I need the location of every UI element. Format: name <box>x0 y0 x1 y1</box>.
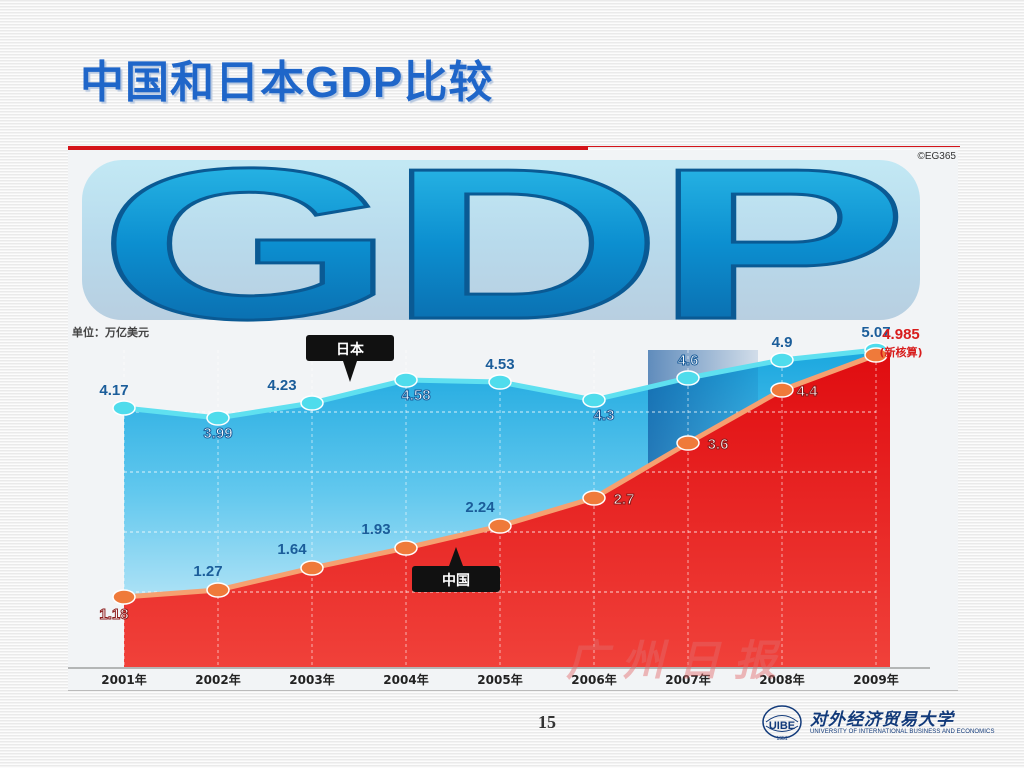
china-point <box>394 540 418 556</box>
x-tick-label: 2009年 <box>853 672 898 687</box>
china-value-label: 1.27 <box>193 563 222 580</box>
unit-label: 单位：万亿美元 <box>72 325 149 339</box>
x-tick-label: 2008年 <box>759 672 804 687</box>
china-legend-callout-box <box>412 566 500 592</box>
china-legend-callout: 中国 <box>442 572 470 589</box>
title-underline <box>68 146 588 150</box>
china-point <box>676 435 700 451</box>
japan-value-label: 4.53 <box>485 356 514 373</box>
uibe-emblem-year: 1951 <box>776 736 787 742</box>
japan-value-label: 5.07 <box>861 324 890 341</box>
china-point <box>488 518 512 534</box>
china-last-point-note: (新核算) <box>879 345 922 359</box>
japan-value-label: 4.6 <box>678 352 699 369</box>
gdp-banner: GDP <box>82 150 920 366</box>
slide-title: 中国和日本GDP比较 <box>80 58 494 107</box>
japan-point <box>676 370 700 386</box>
x-tick-label: 2007年 <box>665 672 710 687</box>
university-logo: UIBE 1951 对外经济贸易大学 UNIVERSITY OF INTERNA… <box>760 703 994 743</box>
x-tick-label: 2004年 <box>383 672 428 687</box>
x-tick-label: 2006年 <box>571 672 616 687</box>
japan-point <box>770 352 794 368</box>
china-point <box>300 560 324 576</box>
university-name-en: UNIVERSITY OF INTERNATIONAL BUSINESS AND… <box>810 729 995 735</box>
china-point <box>582 490 606 506</box>
x-tick-label: 2001年 <box>101 672 146 687</box>
china-point <box>770 382 794 398</box>
japan-point <box>112 400 136 416</box>
china-value-label: 1.93 <box>361 521 390 538</box>
japan-value-label: 4.58 <box>401 387 430 404</box>
china-value-label: 2.24 <box>465 499 495 516</box>
gdp-chart: GDP ©EG365 单位：万亿美元 4.17 3.99 4.23 4.58 4.53 4… <box>68 150 958 690</box>
china-value-label: 1.64 <box>277 541 307 558</box>
uibe-emblem-text: UIBE <box>769 720 795 732</box>
x-tick-label: 2005年 <box>477 672 522 687</box>
china-value-label: 4.4 <box>797 383 819 400</box>
china-value-label: 2.7 <box>614 491 635 508</box>
china-point <box>864 347 888 363</box>
uibe-emblem-icon: UIBE 1951 <box>762 705 802 742</box>
japan-value-label: 4.23 <box>267 377 296 394</box>
japan-value-label: 4.9 <box>772 334 793 351</box>
japan-legend-callout-pointer <box>343 361 357 382</box>
university-name-cn: 对外经济贸易大学 <box>810 710 954 730</box>
japan-legend-callout: 日本 <box>336 341 365 358</box>
japan-point <box>488 374 512 390</box>
copyright-text: ©EG365 <box>917 151 956 162</box>
japan-value-label: 4.17 <box>99 382 128 399</box>
china-area <box>124 353 890 667</box>
japan-point <box>582 392 606 408</box>
china-legend-callout-pointer <box>449 547 463 566</box>
japan-value-label: 3.99 <box>203 425 232 442</box>
plot-layer: 4.17 3.99 4.23 4.58 4.53 4.3 4.6 4.9 5.07 1.18 1.2… <box>68 324 930 687</box>
footer-rule <box>68 690 958 691</box>
china-point <box>206 582 230 598</box>
gdp-chart-svg: GDP ©EG365 单位：万亿美元 4.173.994.234.584.534… <box>68 150 958 690</box>
japan-point <box>206 410 230 426</box>
title-underline-thin <box>588 146 960 147</box>
slide-number: 15 <box>538 712 556 732</box>
gdp-banner-text: GDP <box>98 150 898 364</box>
china-value-label: 3.6 <box>708 436 729 453</box>
watermark: 广州日报 <box>566 636 790 685</box>
china-value-label: 1.18 <box>99 606 128 623</box>
japan-point <box>394 372 418 388</box>
x-tick-label: 2002年 <box>195 672 240 687</box>
japan-value-label: 4.3 <box>594 407 615 424</box>
china-value-label: 4.985 <box>882 326 920 343</box>
japan-point <box>300 395 324 411</box>
x-tick-label: 2003年 <box>289 672 334 687</box>
japan-legend-callout-box <box>306 335 394 361</box>
china-point <box>112 589 136 605</box>
